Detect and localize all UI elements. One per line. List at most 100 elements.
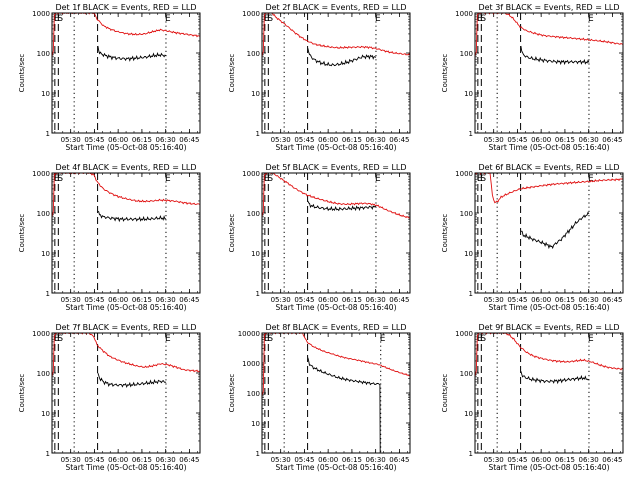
- y-tick-label: 10: [464, 410, 473, 418]
- y-tick-label: 100: [460, 210, 473, 218]
- x-tick-label: 06:00: [108, 136, 128, 144]
- x-tick-label: 06:45: [602, 296, 622, 304]
- y-tick-label: 10: [251, 420, 260, 428]
- x-tick-label: 05:30: [61, 296, 81, 304]
- x-axis-label: Start Time (05-Oct-08 05:16:40): [275, 303, 396, 312]
- y-tick-label: 1: [256, 450, 260, 458]
- x-tick-label: 06:00: [318, 136, 338, 144]
- chart-title: Det 5f BLACK = Events, RED = LLD: [265, 163, 406, 172]
- y-axis-label: Counts/sec: [228, 54, 236, 93]
- y-tick-label: 10: [251, 90, 260, 98]
- x-tick-label: 05:45: [84, 456, 104, 464]
- y-tick-label: 1000: [455, 170, 473, 178]
- x-axis-label: Start Time (05-Oct-08 05:16:40): [488, 463, 609, 472]
- plot-frame: [474, 172, 624, 294]
- marker-label: S: [267, 14, 273, 24]
- x-tick-label: 05:45: [507, 296, 527, 304]
- marker-label: E: [165, 334, 171, 344]
- marker-label: E: [588, 334, 594, 344]
- y-tick-label: 1000: [32, 330, 50, 338]
- marker-label: E: [264, 14, 270, 24]
- y-tick-label: 100: [37, 210, 50, 218]
- y-tick-label: 1: [256, 290, 260, 298]
- x-tick-label: 06:45: [389, 456, 409, 464]
- events-series-line: [520, 371, 590, 385]
- x-tick-label: 06:15: [342, 296, 362, 304]
- x-tick-label: 05:30: [484, 296, 504, 304]
- plot-frame: [261, 332, 411, 454]
- events-series-line: [520, 45, 590, 66]
- y-tick-label: 1000: [455, 330, 473, 338]
- y-tick-label: 1: [469, 290, 473, 298]
- chart-panel-6: Det 6f BLACK = Events, RED = LLD 1 10 100 10…: [441, 163, 624, 312]
- x-tick-label: 06:45: [179, 136, 199, 144]
- y-tick-label: 100: [247, 50, 260, 58]
- y-tick-label: 1: [256, 130, 260, 138]
- lld-series-line: [262, 173, 410, 219]
- x-tick-label: 06:00: [531, 456, 551, 464]
- marker-label: E: [54, 334, 60, 344]
- x-tick-label: 06:45: [389, 136, 409, 144]
- y-tick-label: 1: [46, 290, 50, 298]
- y-tick-label: 10: [464, 250, 473, 258]
- plot-frame: [51, 12, 201, 134]
- x-tick-label: 06:00: [531, 136, 551, 144]
- y-axis-label: Counts/sec: [441, 214, 449, 253]
- marker-label: E: [375, 14, 381, 24]
- x-tick-label: 05:30: [61, 136, 81, 144]
- x-tick-label: 06:30: [579, 456, 599, 464]
- x-tick-label: 06:15: [342, 456, 362, 464]
- lld-series-line: [52, 173, 200, 218]
- x-tick-label: 06:30: [366, 136, 386, 144]
- marker-label: E: [477, 334, 483, 344]
- x-tick-label: 06:45: [602, 456, 622, 464]
- y-axis-label: Counts/sec: [18, 374, 26, 413]
- y-tick-label: 1000: [242, 170, 260, 178]
- x-tick-label: 06:30: [579, 136, 599, 144]
- x-tick-label: 06:00: [108, 456, 128, 464]
- x-tick-label: 05:45: [294, 456, 314, 464]
- x-tick-label: 05:45: [294, 136, 314, 144]
- x-tick-label: 05:45: [84, 136, 104, 144]
- marker-label: E: [588, 14, 594, 24]
- y-tick-label: 1000: [455, 10, 473, 18]
- chart-panel-8: Det 8f BLACK = Events, RED = LLD 1 10 100 10…: [228, 323, 411, 472]
- x-tick-label: 05:45: [84, 296, 104, 304]
- y-tick-label: 1000: [32, 170, 50, 178]
- marker-label: E: [588, 174, 594, 184]
- events-series-line: [97, 210, 167, 223]
- plot-frame: [51, 172, 201, 294]
- y-axis-label: Counts/sec: [228, 374, 236, 413]
- plot-frame: [474, 332, 624, 454]
- marker-label: S: [267, 174, 273, 184]
- chart-title: Det 6f BLACK = Events, RED = LLD: [478, 163, 619, 172]
- chart-panel-5: Det 5f BLACK = Events, RED = LLD 1 10 100 10…: [228, 163, 411, 312]
- x-tick-label: 06:30: [156, 456, 176, 464]
- y-tick-label: 100: [37, 50, 50, 58]
- x-tick-label: 05:30: [271, 456, 291, 464]
- x-axis-label: Start Time (05-Oct-08 05:16:40): [488, 143, 609, 152]
- y-tick-label: 100: [37, 370, 50, 378]
- chart-title: Det 7f BLACK = Events, RED = LLD: [55, 323, 196, 332]
- x-axis-label: Start Time (05-Oct-08 05:16:40): [65, 143, 186, 152]
- y-tick-label: 10: [41, 90, 50, 98]
- y-tick-label: 1: [469, 130, 473, 138]
- marker-label: E: [380, 334, 386, 344]
- y-tick-label: 100: [247, 390, 260, 398]
- x-tick-label: 06:45: [389, 296, 409, 304]
- y-tick-label: 1000: [242, 10, 260, 18]
- x-axis-label: Start Time (05-Oct-08 05:16:40): [275, 463, 396, 472]
- x-tick-label: 05:45: [294, 296, 314, 304]
- x-tick-label: 05:30: [484, 136, 504, 144]
- chart-title: Det 9f BLACK = Events, RED = LLD: [478, 323, 619, 332]
- chart-title: Det 2f BLACK = Events, RED = LLD: [265, 3, 406, 12]
- y-tick-label: 10: [41, 410, 50, 418]
- x-tick-label: 06:00: [318, 296, 338, 304]
- marker-label: E: [264, 174, 270, 184]
- y-tick-label: 10000: [238, 330, 260, 338]
- y-axis-label: Counts/sec: [18, 214, 26, 253]
- marker-label: E: [375, 174, 381, 184]
- x-tick-label: 06:30: [579, 296, 599, 304]
- y-tick-label: 100: [460, 370, 473, 378]
- events-series-line: [520, 211, 590, 250]
